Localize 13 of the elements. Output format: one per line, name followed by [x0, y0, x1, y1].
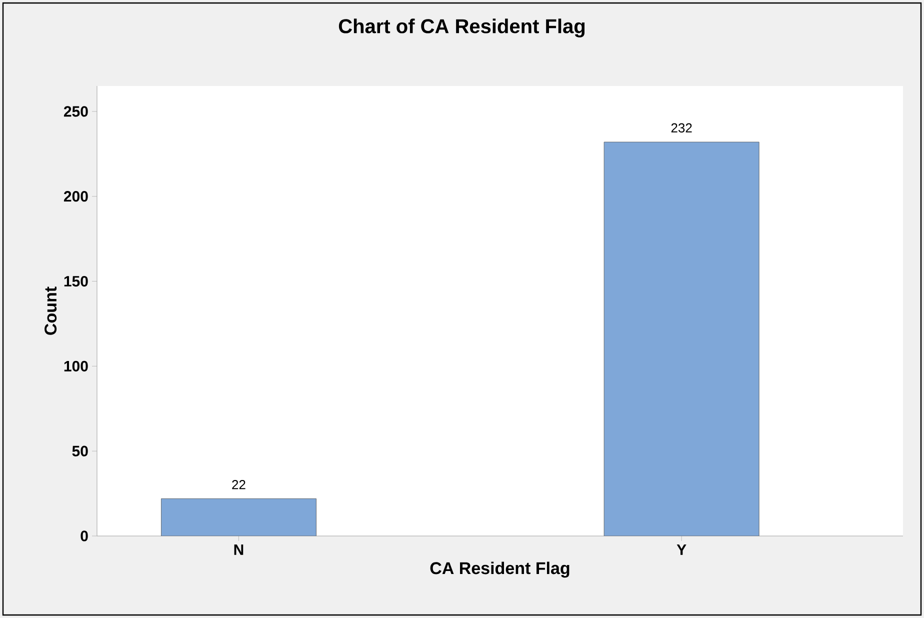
x-axis-title: CA Resident Flag — [430, 562, 570, 578]
chart-title: Chart of CA Resident Flag — [338, 18, 585, 38]
y-tick-label: 150 — [64, 276, 88, 287]
y-tick-label: 100 — [64, 360, 88, 372]
x-tick-label: N — [234, 544, 244, 555]
y-tick-label: 200 — [64, 191, 88, 202]
y-tick-label: 50 — [72, 446, 88, 456]
y-axis-title: Count — [44, 286, 57, 335]
data-label: 22 — [232, 480, 246, 490]
y-tick-label: 250 — [64, 106, 88, 117]
y-tick-label: 0 — [80, 530, 88, 542]
data-label: 232 — [671, 123, 692, 132]
x-tick-label: Y — [676, 544, 686, 555]
